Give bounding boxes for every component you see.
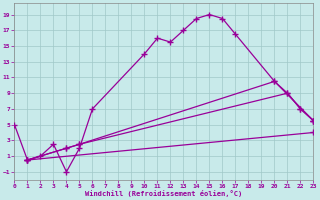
X-axis label: Windchill (Refroidissement éolien,°C): Windchill (Refroidissement éolien,°C) bbox=[85, 190, 243, 197]
